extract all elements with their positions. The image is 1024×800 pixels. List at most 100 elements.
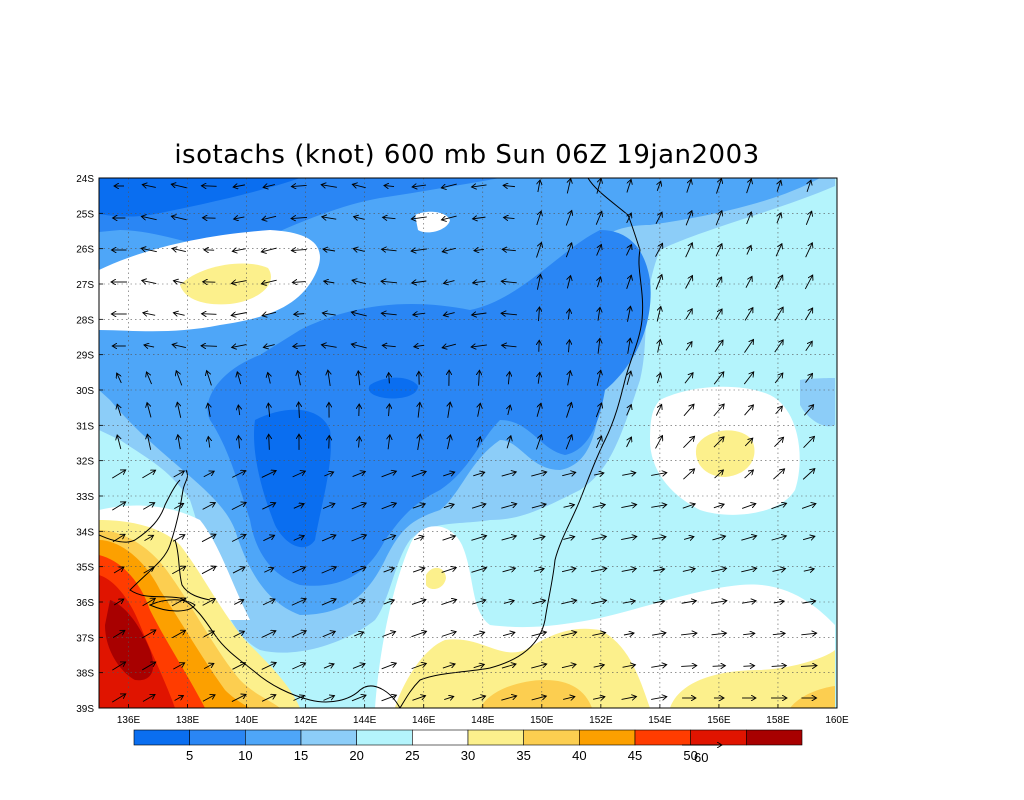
wind-vector (262, 599, 275, 606)
wind-vector (502, 568, 516, 572)
wind-vector (443, 472, 455, 476)
wind-vector (444, 281, 455, 284)
wind-vector (593, 473, 604, 475)
wind-vector (803, 569, 814, 571)
wind-vector (714, 340, 723, 353)
wind-vector (711, 601, 727, 604)
wind-vector (142, 470, 155, 479)
wind-vector (412, 504, 425, 509)
band-0-5c (368, 377, 418, 399)
colorbar-label: 20 (349, 748, 363, 763)
wind-vector (411, 249, 427, 251)
wind-vector (111, 694, 126, 703)
colorbar-swatch (133, 729, 190, 746)
lat-tick-label: 28S (76, 315, 94, 326)
wind-vector (774, 275, 782, 290)
wind-vector (441, 632, 456, 637)
wind-vector (382, 535, 395, 541)
wind-vector (112, 662, 125, 671)
wind-vector (261, 663, 276, 670)
wind-vector (804, 308, 812, 321)
wind-vector (502, 632, 515, 635)
wind-vector (171, 216, 187, 220)
wind-vector (805, 341, 813, 351)
wind-vector (651, 665, 666, 668)
wind-vector (147, 403, 152, 418)
wind-vector (711, 633, 727, 635)
wind-vector (567, 276, 570, 289)
wind-vector (202, 599, 216, 606)
wind-vector (112, 630, 125, 639)
wind-vector (381, 249, 397, 251)
wind-vector (473, 472, 484, 476)
colorbar-swatch (189, 729, 246, 746)
wind-vector (233, 631, 245, 638)
wind-vector (293, 536, 305, 541)
coastline-gulf (99, 479, 181, 543)
wind-vector (291, 185, 307, 186)
wind-vector (143, 503, 154, 510)
wind-vector (501, 472, 517, 477)
wind-vector (686, 179, 691, 193)
lon-tick-label: 156E (707, 715, 731, 726)
lat-tick-label: 32S (76, 457, 94, 468)
wind-vector (622, 601, 635, 603)
wind-vector (804, 405, 813, 416)
wind-vector (655, 436, 662, 449)
wind-vector (597, 277, 600, 288)
colorbar-swatch (412, 729, 469, 746)
wind-vector (324, 472, 333, 476)
wind-vector (441, 183, 457, 188)
wind-vector (803, 436, 815, 448)
band-30-35-c (426, 567, 446, 590)
wind-vector (536, 242, 542, 258)
colorbar-swatch (746, 729, 803, 746)
wind-vector (591, 568, 607, 571)
wind-vector (539, 307, 540, 322)
wind-vector (291, 217, 308, 218)
wind-vector (293, 504, 304, 509)
wind-vector (683, 404, 694, 417)
wind-vector (232, 345, 247, 348)
wind-vector (773, 601, 784, 603)
wind-vector (627, 371, 631, 386)
wind-vector (412, 185, 426, 187)
wind-vector (234, 217, 245, 219)
wind-vector (747, 245, 751, 255)
wind-vector (173, 281, 185, 284)
wind-vector (328, 370, 330, 386)
colorbar-label: 10 (238, 748, 252, 763)
colorbar: 5 10 15 20 25 30 35 40 45 50 (133, 729, 803, 763)
wind-vector (685, 342, 692, 351)
lon-tick-label: 158E (766, 715, 790, 726)
wind-vector (565, 435, 572, 450)
wind-vector (531, 696, 547, 701)
wind-vector (651, 505, 666, 508)
wind-vector (771, 666, 787, 667)
lat-tick-label: 29S (76, 351, 94, 362)
wind-vector (444, 696, 454, 699)
lat-tick-label: 38S (76, 669, 94, 680)
wind-vector (291, 599, 306, 606)
wind-vector (231, 502, 246, 510)
wind-vector (232, 567, 245, 574)
wind-vector (351, 344, 367, 349)
wind-vector (743, 372, 753, 385)
wind-vector (622, 665, 636, 668)
wind-vector (501, 313, 517, 315)
wind-vector (352, 280, 367, 284)
wind-vector (472, 313, 487, 315)
wind-vector (293, 346, 306, 347)
wind-vector (713, 437, 724, 448)
wind-vector (142, 185, 156, 188)
wind-vector (774, 437, 783, 448)
wind-vector (504, 217, 515, 218)
lat-tick-label: 25S (76, 209, 94, 220)
wind-vector (207, 371, 212, 386)
wind-vector (713, 404, 724, 417)
lon-tick-label: 136E (117, 715, 141, 726)
wind-vector (807, 180, 811, 192)
wind-vector (352, 471, 366, 477)
reference-label: 60 (694, 750, 708, 765)
wind-vector (507, 436, 511, 449)
